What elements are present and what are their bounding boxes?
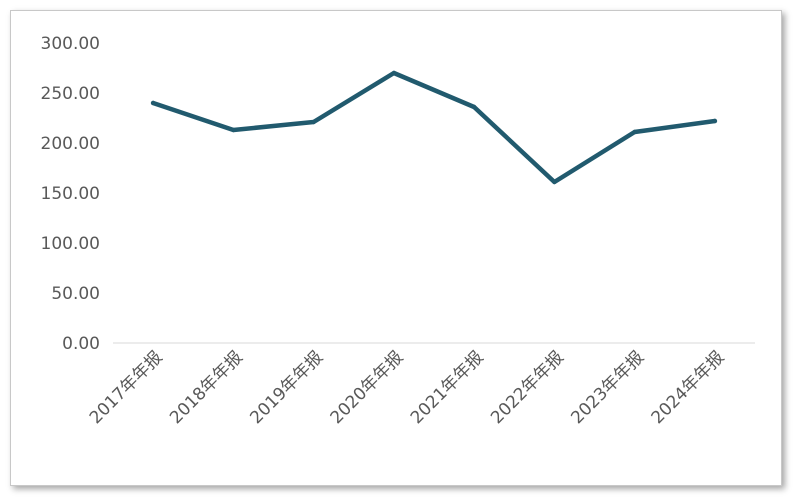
data-point bbox=[471, 104, 477, 110]
x-tick-label: 2024年年报 bbox=[648, 347, 729, 428]
series-line bbox=[150, 70, 718, 185]
x-tick-label: 2021年年报 bbox=[407, 347, 488, 428]
y-tick-label: 50.00 bbox=[51, 284, 100, 304]
y-tick-label: 100.00 bbox=[41, 234, 100, 254]
x-tick-label: 2017年年报 bbox=[86, 347, 167, 428]
y-tick-label: 0.00 bbox=[62, 334, 100, 354]
x-tick-label: 2020年年报 bbox=[327, 347, 408, 428]
y-tick-label: 300.00 bbox=[41, 34, 100, 54]
y-tick-label: 250.00 bbox=[41, 84, 100, 104]
y-tick-label: 150.00 bbox=[41, 184, 100, 204]
chart-frame bbox=[10, 10, 782, 486]
data-point bbox=[391, 70, 397, 76]
x-tick-label: 2018年年报 bbox=[166, 347, 247, 428]
data-point bbox=[632, 129, 637, 135]
x-tick-label: 2023年年报 bbox=[567, 347, 648, 428]
x-tick-label: 2019年年报 bbox=[246, 347, 327, 428]
data-point bbox=[150, 100, 156, 106]
y-tick-label: 200.00 bbox=[41, 134, 100, 154]
data-point bbox=[712, 118, 718, 124]
data-point bbox=[311, 119, 316, 125]
data-point bbox=[231, 127, 236, 133]
x-axis-ticks: 2017年年报 2018年年报 2019年年报 2020年年报 2021年年报 2022年… bbox=[86, 347, 729, 428]
y-axis-ticks: 0.00 50.00 100.00 150.00 200.00 250.00 300.00 bbox=[41, 34, 100, 354]
series-line-group bbox=[150, 70, 718, 185]
data-point bbox=[552, 179, 557, 185]
x-tick-label: 2022年年报 bbox=[487, 347, 568, 428]
